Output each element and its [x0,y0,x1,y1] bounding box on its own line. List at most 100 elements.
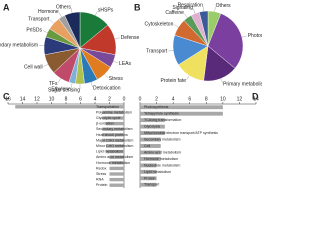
x-tick-label: 14 [20,96,26,102]
panel-label: C [3,91,10,101]
bar [109,177,124,182]
slice-label: Others [216,3,232,9]
slice-label: Sugar sensing [48,87,80,93]
bar [109,172,124,176]
x-tick-label: 0 [123,96,126,102]
slice-label: Ethylene [51,86,71,92]
x-tick-label: 2 [155,96,158,102]
bar [140,182,157,187]
y-tick-label: Redox [96,166,107,170]
bar [105,144,124,148]
bar [140,150,161,155]
bar [140,111,223,116]
slice-label: Cytoskeleton [144,21,173,27]
slice-label: Secondary metabolism [0,43,38,49]
slice-label: sHSPs [98,7,114,13]
x-tick-label: 8 [205,96,208,102]
bar [102,110,124,115]
bar [102,116,124,120]
leader-line [214,6,216,12]
slice-label: Others [56,4,72,10]
bar [105,149,124,154]
y-tick-label: Amino acid metabolism [96,155,133,159]
leader-line [70,83,73,89]
y-tick-label: Glycolytic cycle [96,116,121,120]
pie-slice [207,13,244,69]
y-tick-label: Lipid metabolism [144,170,171,174]
slice-label: PrlSDs [26,27,42,33]
y-tick-label: Stress [96,172,106,176]
bar [140,176,157,181]
y-tick-label: Hormone metabolism [96,161,130,165]
y-tick-label: Transportation [96,105,119,109]
leader-line [184,13,188,18]
panel-label: D [252,91,259,101]
y-tick-label: Secondary metabolism [144,137,181,141]
leader-line [174,24,179,28]
bar [109,161,124,165]
y-tick-label: Heat shock proteins [96,133,128,137]
slice-label: Defense [121,35,140,41]
leader-line [186,75,190,80]
leader-line [241,35,247,38]
y-tick-label: Protein [96,183,107,187]
leader-line [220,78,223,84]
x-tick-label: 14 [253,96,259,102]
bar [15,105,124,109]
leader-line [193,8,196,14]
x-tick-label: 12 [237,96,243,102]
leader-line [57,78,61,83]
leader-line [70,7,73,13]
y-tick-label: Glycolysis [144,125,160,129]
bar [140,124,165,129]
bar [105,121,124,126]
y-tick-label: Transport [144,183,159,187]
leader-line [168,50,174,52]
x-tick-label: 6 [79,96,82,102]
y-tick-label: Mitochondrial electron transport/ATP syn… [144,131,218,135]
x-tick-label: 6 [188,96,191,102]
slice-label: Signaling [172,5,193,11]
slice-label: Respiration [178,3,204,9]
x-tick-label: 4 [172,96,175,102]
y-tick-label: Polyamine metabolism [96,110,132,114]
x-tick-label: 10 [220,96,226,102]
panel-label: B [134,2,141,12]
slice-label: Caffeine [165,10,184,16]
leader-line [90,82,93,88]
x-tick-label: 16 [5,96,11,102]
leader-line [95,10,98,16]
bar [140,144,161,148]
slice-label: Detoxication [93,85,121,91]
x-tick-label: 4 [94,96,97,102]
slice-label: TFs [49,81,58,87]
slice-label: Photosynthesis [248,33,262,39]
slice-label: Cell wall [24,64,43,70]
y-tick-label: RNA [96,178,104,182]
leader-line [43,64,48,67]
leader-line [113,61,119,64]
leader-line [114,37,120,40]
x-tick-label: 2 [108,96,111,102]
bar [140,156,161,161]
bar [102,133,124,137]
bar [140,131,165,136]
y-tick-label: Major CHO metabolism [96,138,133,142]
leader-line [202,6,204,12]
slice-label: Primary metabolism [223,81,262,87]
y-tick-label: Tetrapyrrole synthesis [144,112,179,116]
pie-slice [199,10,209,47]
bar [109,166,124,171]
slice-label: Protein fate [160,78,186,84]
leader-line [50,19,54,24]
leader-line [42,30,48,33]
slice-label: Transport [28,17,50,23]
y-tick-label: Lipid metabolism [96,150,123,154]
x-tick-label: 12 [34,96,40,102]
x-tick-label: 8 [65,96,68,102]
y-tick-label: Cell [144,144,150,148]
bar [102,138,124,143]
slice-label: Transport [146,48,168,54]
